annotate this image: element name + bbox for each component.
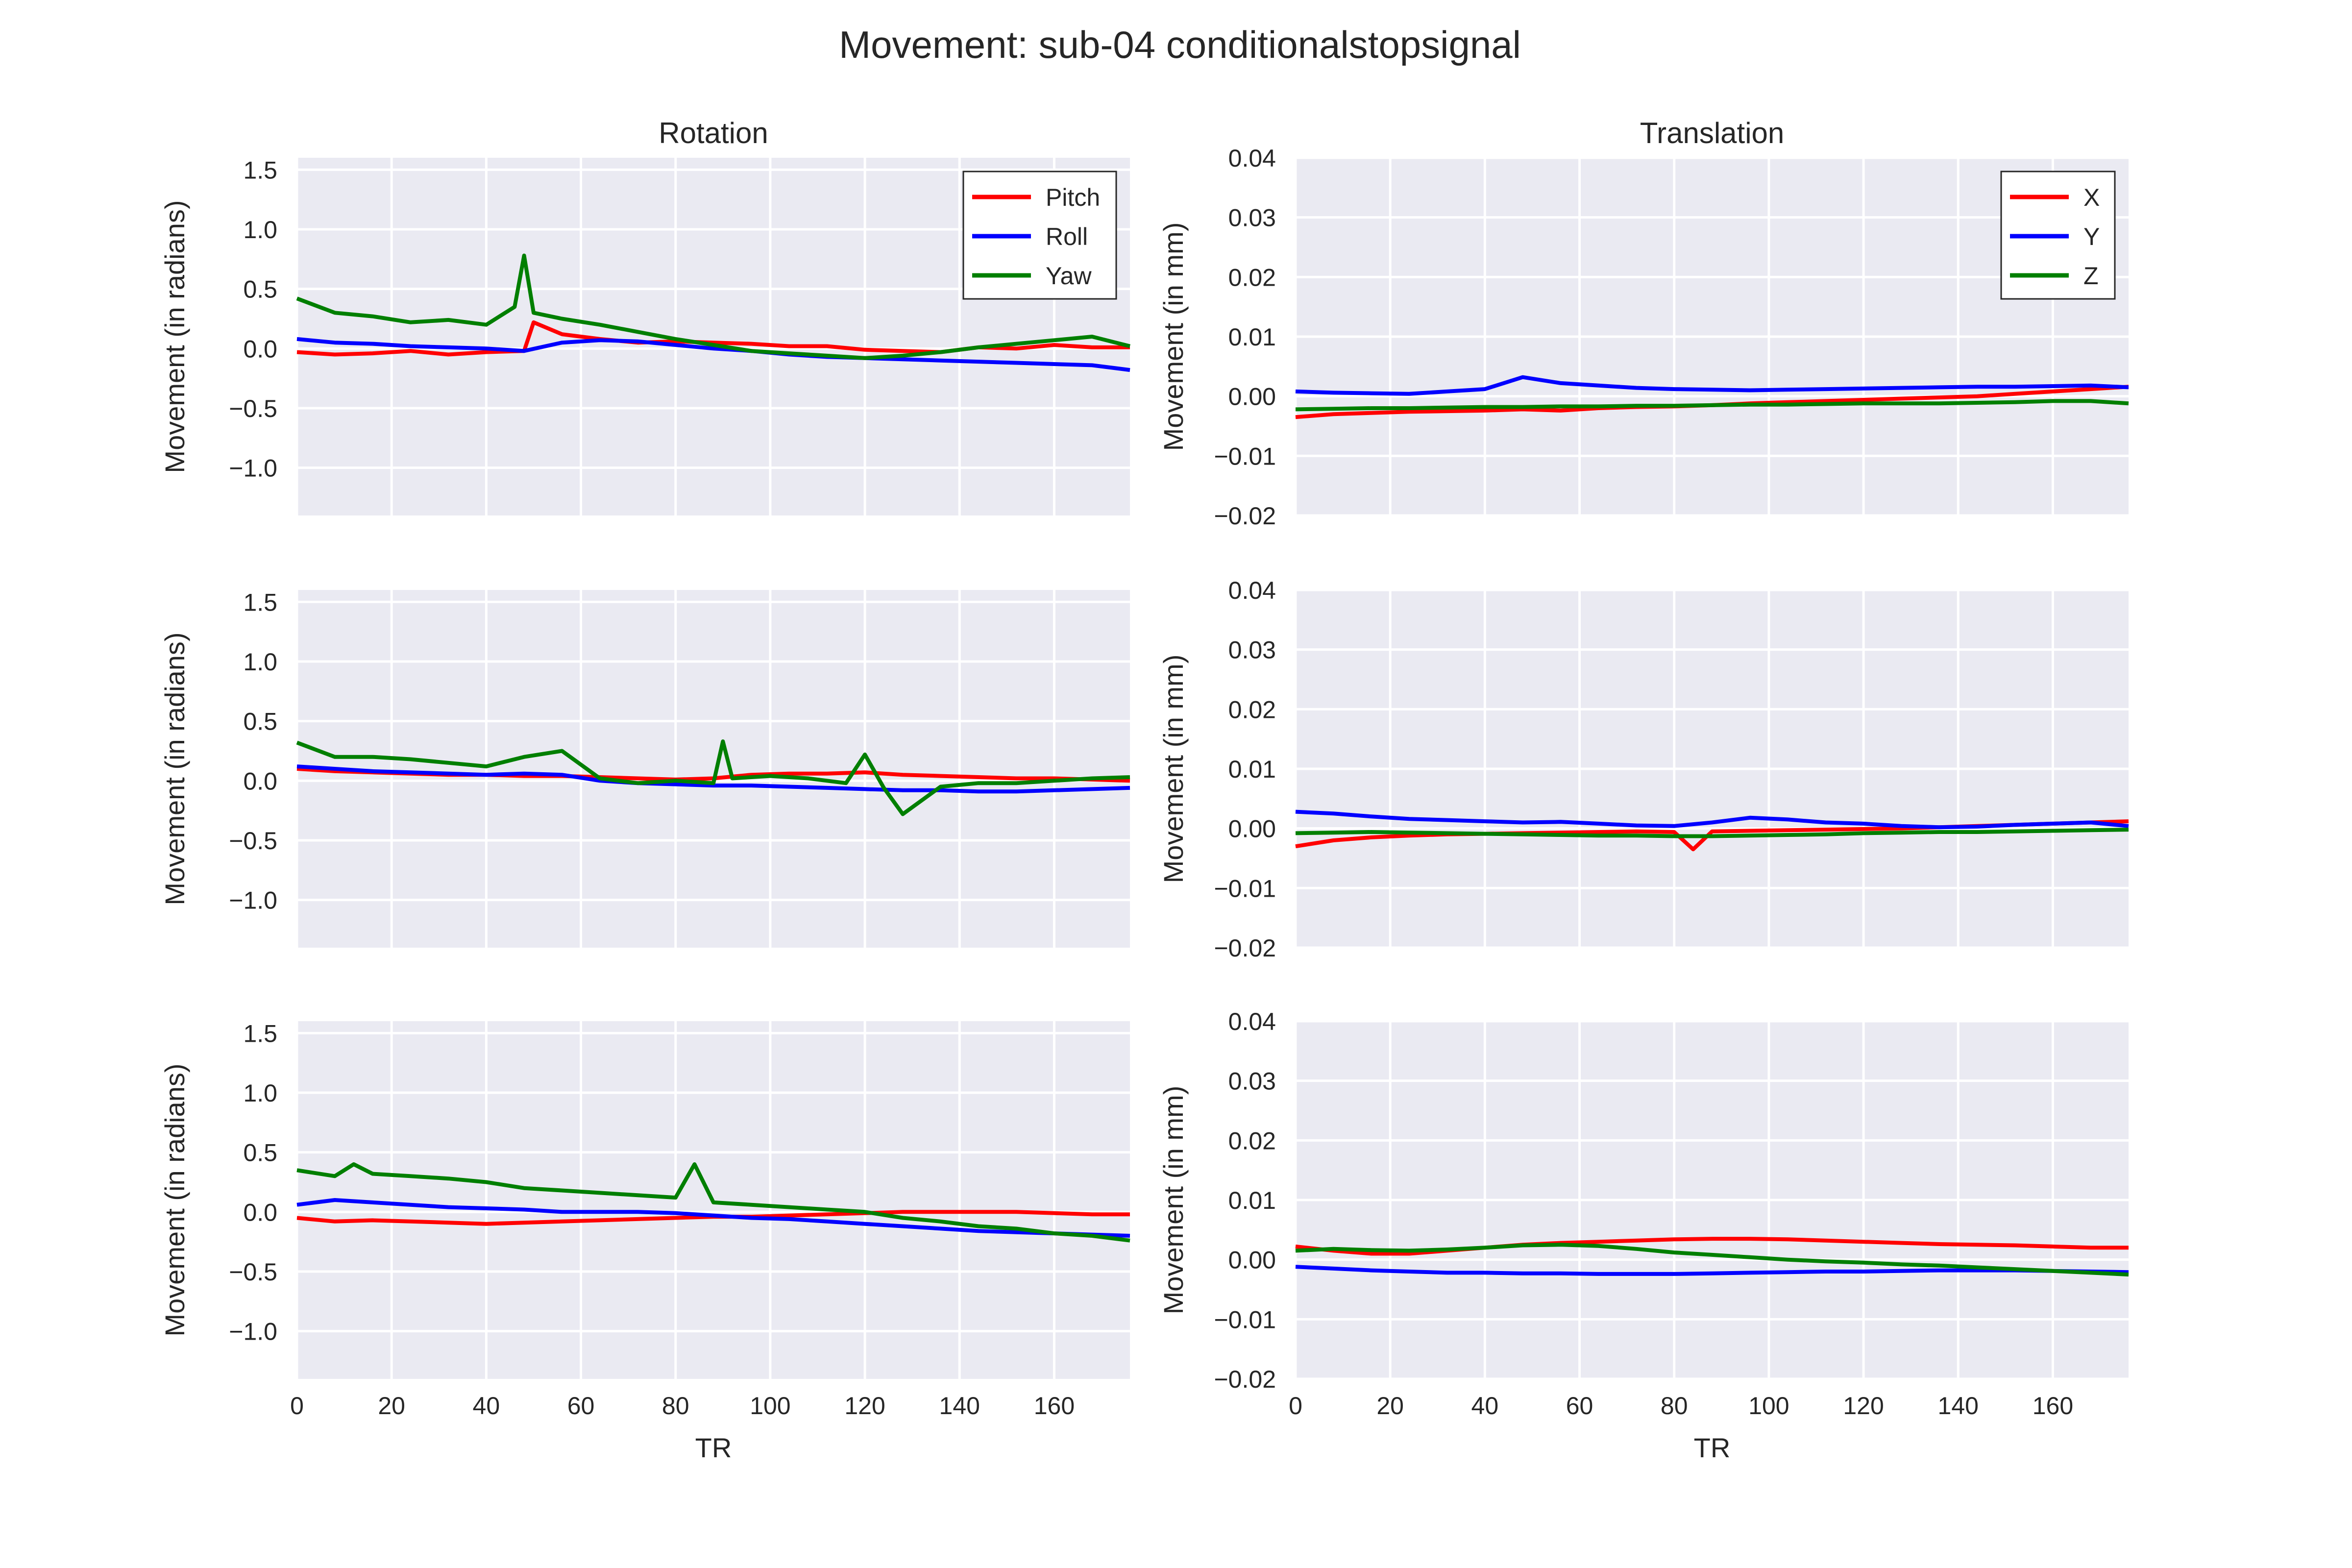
- x-tick-label: 80: [1661, 1392, 1688, 1420]
- y-tick-label: 0.5: [243, 276, 277, 303]
- legend-label: Y: [2083, 223, 2100, 250]
- legend-label: Z: [2083, 262, 2099, 290]
- y-axis-label: Movement (in mm): [1158, 655, 1189, 883]
- y-tick-label: 0.04: [1228, 145, 1276, 172]
- y-tick-label: 0.01: [1228, 1187, 1276, 1214]
- legend: XYZ: [2000, 171, 2116, 300]
- x-tick-label: 140: [1938, 1392, 1979, 1420]
- subplot-rotation-run-2: −1.0 −0.5 0.0 0.5 1.0 1.5 Movement (in radians…: [159, 588, 1130, 948]
- y-tick-label: 0.0: [243, 767, 277, 795]
- y-tick-label: −0.01: [1214, 875, 1276, 902]
- subplot-grid: −1.0 −0.5 0.0 0.5 1.0 1.5 Rotation Movement (in…: [159, 117, 2129, 1463]
- series-line-yaw: [296, 1162, 1130, 1243]
- y-tick-label: 1.5: [243, 1020, 277, 1047]
- legend-label: Roll: [1046, 223, 1088, 250]
- x-tick-label: 0: [290, 1392, 304, 1420]
- y-tick-label: 0.00: [1228, 1247, 1276, 1274]
- x-tick-label: 140: [939, 1392, 980, 1420]
- x-tick-label: 100: [750, 1392, 790, 1420]
- series-line-yaw: [296, 253, 1130, 360]
- subplot-translation-run-1: −0.02 −0.01 0.00 0.01 0.02 0.03 0.04 Translatio…: [1158, 117, 2129, 530]
- y-tick-label: −0.01: [1214, 442, 1276, 470]
- y-tick-label: 0.01: [1228, 323, 1276, 351]
- y-tick-label: 0.03: [1228, 204, 1276, 232]
- x-tick-label: 60: [1566, 1392, 1593, 1420]
- y-tick-label: 1.0: [243, 1079, 277, 1107]
- y-axis-label: Movement (in radians): [159, 632, 190, 905]
- y-tick-label: 0.01: [1228, 756, 1276, 783]
- subplot-title: Rotation: [659, 117, 768, 149]
- x-tick-label: 160: [2033, 1392, 2073, 1420]
- legend-label: X: [2083, 184, 2100, 211]
- legend-label: Yaw: [1046, 262, 1092, 290]
- series-line-z: [1295, 399, 2129, 412]
- series-line-roll: [296, 337, 1130, 372]
- x-tick-label: 40: [473, 1392, 500, 1420]
- x-axis-label: TR: [695, 1432, 732, 1463]
- series-line-z: [1295, 1243, 2129, 1277]
- y-tick-label: −0.02: [1214, 1366, 1276, 1393]
- subplot-rotation-run-3: −1.0 −0.5 0.0 0.5 1.0 1.5 0 20 40 60 80 100 120 140 16…: [159, 1020, 1130, 1463]
- subplot-title: Translation: [1640, 117, 1785, 149]
- y-tick-label: 0.04: [1228, 1008, 1276, 1035]
- y-tick-label: 0.04: [1228, 577, 1276, 604]
- y-tick-label: 0.5: [243, 708, 277, 735]
- x-tick-label: 80: [662, 1392, 689, 1420]
- y-tick-label: −0.02: [1214, 934, 1276, 962]
- y-tick-label: 0.0: [243, 1199, 277, 1226]
- subplot-translation-run-3: −0.02 −0.01 0.00 0.01 0.02 0.03 0.04 0 20 40 60 80 1…: [1158, 1008, 2129, 1463]
- x-tick-label: 20: [378, 1392, 405, 1420]
- y-tick-label: 0.00: [1228, 383, 1276, 411]
- y-tick-label: 0.5: [243, 1139, 277, 1167]
- subplot-rotation-run-1: −1.0 −0.5 0.0 0.5 1.0 1.5 Rotation Movement (in…: [159, 117, 1130, 515]
- x-tick-label: 100: [1748, 1392, 1789, 1420]
- series-line-y: [1295, 1265, 2129, 1276]
- y-axis-label: Movement (in mm): [1158, 222, 1189, 451]
- series-line-y: [1295, 375, 2129, 396]
- plot-area: [297, 590, 1130, 948]
- x-tick-label: 160: [1034, 1392, 1075, 1420]
- y-tick-label: 0.03: [1228, 1068, 1276, 1095]
- y-tick-label: −0.01: [1214, 1306, 1276, 1333]
- y-axis-label: Movement (in radians): [159, 1063, 190, 1336]
- subplot-translation-run-2: −0.02 −0.01 0.00 0.01 0.02 0.03 0.04 Movement (…: [1158, 577, 2129, 962]
- y-tick-label: −0.5: [229, 395, 277, 422]
- series-line-yaw: [296, 739, 1130, 816]
- legend: Pitch Roll Yaw: [962, 171, 1117, 300]
- y-tick-label: −0.02: [1214, 502, 1276, 530]
- y-tick-label: 1.0: [243, 648, 277, 676]
- y-tick-label: 0.03: [1228, 637, 1276, 664]
- y-tick-label: 0.02: [1228, 1127, 1276, 1154]
- series-line-y: [1295, 809, 2129, 830]
- x-tick-label: 20: [1376, 1392, 1404, 1420]
- x-tick-label: 60: [567, 1392, 595, 1420]
- y-tick-label: 1.5: [243, 156, 277, 184]
- x-axis-label: TR: [1694, 1432, 1731, 1463]
- y-tick-label: 0.02: [1228, 264, 1276, 291]
- y-tick-label: −1.0: [229, 455, 277, 482]
- x-tick-label: 120: [844, 1392, 885, 1420]
- y-tick-label: −1.0: [229, 1318, 277, 1346]
- y-tick-label: −1.0: [229, 887, 277, 914]
- figure-title: Movement: sub-04 conditionalstopsignal: [839, 23, 1521, 66]
- x-tick-label: 0: [1289, 1392, 1302, 1420]
- legend-label: Pitch: [1046, 184, 1100, 211]
- y-tick-label: 0.0: [243, 335, 277, 363]
- series-line-roll: [296, 764, 1130, 794]
- y-axis-label: Movement (in mm): [1158, 1086, 1189, 1315]
- y-axis-label: Movement (in radians): [159, 200, 190, 473]
- x-tick-label: 120: [1843, 1392, 1884, 1420]
- y-tick-label: 1.5: [243, 588, 277, 616]
- series-line-z: [1295, 828, 2129, 838]
- y-tick-label: 0.02: [1228, 696, 1276, 723]
- x-tick-label: 40: [1471, 1392, 1499, 1420]
- y-tick-label: −0.5: [229, 1258, 277, 1286]
- y-tick-label: −0.5: [229, 827, 277, 855]
- series-line-roll: [296, 1198, 1130, 1238]
- y-tick-label: 0.00: [1228, 815, 1276, 843]
- y-tick-label: 1.0: [243, 216, 277, 244]
